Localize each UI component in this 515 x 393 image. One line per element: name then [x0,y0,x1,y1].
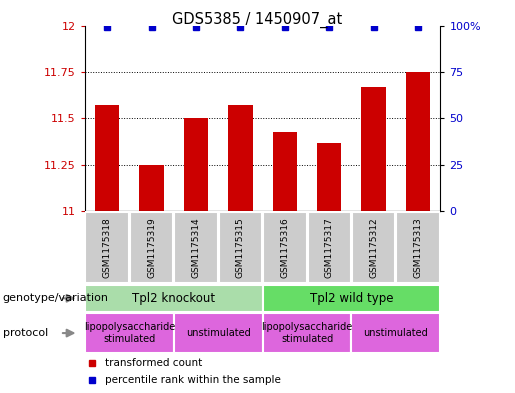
Bar [85,313,174,353]
Bar [85,212,129,283]
Bar [140,165,164,211]
Text: Tpl2 wild type: Tpl2 wild type [310,292,393,305]
Text: lipopolysaccharide
stimulated: lipopolysaccharide stimulated [84,322,175,344]
Text: GSM1175315: GSM1175315 [236,217,245,278]
Bar [406,72,431,211]
Text: GSM1175319: GSM1175319 [147,217,156,278]
Bar [362,87,386,211]
Text: GSM1175314: GSM1175314 [192,217,200,278]
Bar [228,105,253,211]
Bar [95,105,119,211]
Text: transformed count: transformed count [105,358,202,367]
Text: protocol: protocol [3,328,48,338]
Bar [219,212,262,283]
Text: unstimulated: unstimulated [364,328,428,338]
Bar [263,212,306,283]
Text: Tpl2 knockout: Tpl2 knockout [132,292,215,305]
Bar [272,132,297,211]
Bar [352,212,396,283]
Bar [397,212,440,283]
Text: lipopolysaccharide
stimulated: lipopolysaccharide stimulated [262,322,353,344]
Text: GSM1175317: GSM1175317 [325,217,334,278]
Text: percentile rank within the sample: percentile rank within the sample [105,375,280,385]
Text: GSM1175313: GSM1175313 [414,217,423,278]
Bar [317,143,341,211]
Text: GSM1175312: GSM1175312 [369,217,378,278]
Bar [174,212,218,283]
Text: GSM1175318: GSM1175318 [102,217,112,278]
Text: GSM1175316: GSM1175316 [280,217,289,278]
Bar [174,313,263,353]
Bar [307,212,351,283]
Text: GDS5385 / 1450907_at: GDS5385 / 1450907_at [173,12,342,28]
Text: unstimulated: unstimulated [186,328,251,338]
Bar [263,285,440,312]
Text: genotype/variation: genotype/variation [3,293,109,303]
Bar [263,313,351,353]
Bar [130,212,174,283]
Bar [184,118,208,211]
Bar [85,285,263,312]
Bar [351,313,440,353]
